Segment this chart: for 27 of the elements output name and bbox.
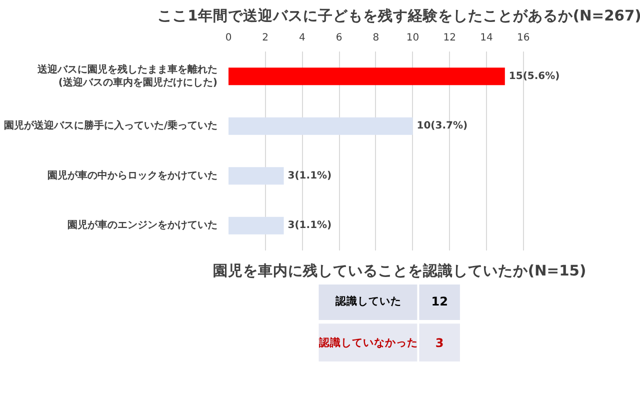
x-tick-label: 10 — [406, 32, 420, 44]
x-tick-label: 16 — [516, 32, 530, 44]
text: 園児を車内に残していることを認識していたか(N=15) — [212, 262, 586, 280]
y-tick-label: 送迎バスに園児を残したまま車を離れた (送迎バスの車内を園児だけにした) — [36, 63, 218, 88]
x-tick-label: 0 — [225, 32, 232, 44]
data-label: 10(3.7%) — [416, 120, 468, 132]
bar — [228, 117, 413, 135]
y-tick-label: 園児が送迎バスに勝手に入っていた/乗っていた — [4, 120, 218, 132]
data-label: 12 — [431, 294, 448, 309]
y-tick-label: 園児が車の中からロックをかけていた — [48, 169, 218, 182]
x-tick-label: 14 — [480, 32, 493, 44]
bar — [228, 216, 284, 234]
x-tick-label: 12 — [443, 32, 456, 44]
bar — [228, 68, 505, 86]
x-tick-label: 2 — [262, 32, 269, 44]
x-tick-label: 6 — [336, 32, 342, 44]
chart-title: ここ1年間で送迎バスに子どもを残す経験をしたことがあるか(N=267) — [158, 6, 640, 24]
x-tick-label: 8 — [372, 32, 380, 44]
category-label: 認識していた — [334, 294, 402, 308]
data-label: 3 — [435, 336, 444, 350]
data-label: 15(5.6%) — [508, 70, 560, 82]
data-label: 3(1.1%) — [288, 170, 332, 182]
data-label: 3(1.1%) — [288, 220, 332, 232]
bar — [228, 167, 284, 185]
y-tick-label: 園児が車のエンジンをかけていた — [68, 219, 218, 232]
x-tick-label: 4 — [299, 32, 306, 44]
category-label: 認識していなかった — [318, 336, 418, 350]
